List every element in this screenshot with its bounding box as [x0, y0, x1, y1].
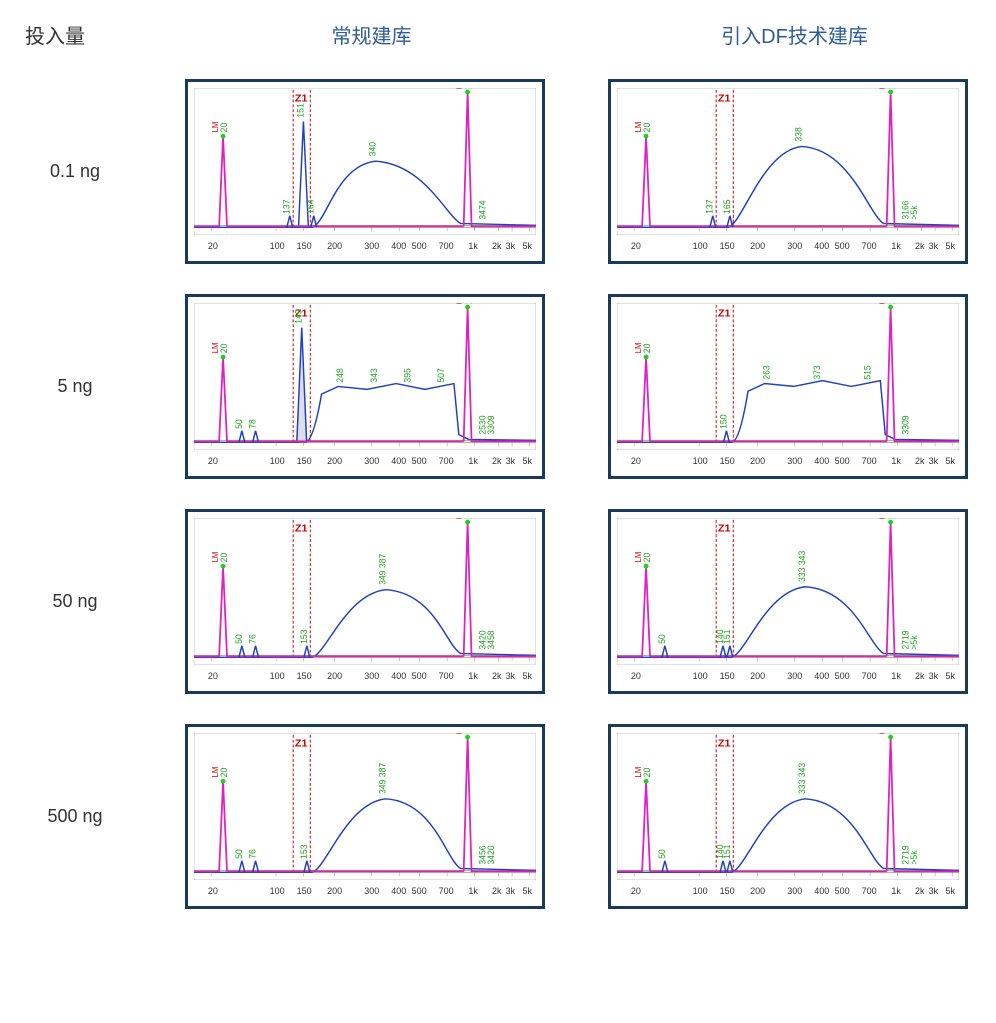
- svg-text:395: 395: [402, 368, 412, 383]
- header-col2: 引入DF技术建库: [608, 20, 981, 49]
- svg-text:137: 137: [282, 199, 292, 214]
- header-col1: 常规建库: [185, 20, 558, 49]
- svg-text:78: 78: [247, 419, 257, 429]
- svg-text:164: 164: [306, 199, 316, 214]
- svg-text:Z1: Z1: [718, 523, 731, 535]
- svg-text:50: 50: [234, 849, 244, 859]
- svg-text:>5k: >5k: [909, 635, 919, 650]
- svg-text:Z1: Z1: [718, 308, 731, 320]
- svg-text:Z1: Z1: [718, 93, 731, 105]
- x-axis-labels: 201001502003004005007001k2k3k5k: [619, 886, 957, 900]
- electropherogram-chart: Z1349 387LM20UM1000507615334563420201001…: [185, 724, 545, 909]
- svg-text:3420: 3420: [486, 845, 496, 864]
- svg-text:Z1: Z1: [295, 738, 308, 750]
- svg-text:1000: 1000: [886, 733, 896, 734]
- x-axis-labels: 201001502003004005007001k2k3k5k: [619, 241, 957, 255]
- svg-text:151: 151: [722, 844, 732, 859]
- svg-text:20: 20: [219, 343, 229, 353]
- svg-text:Z1: Z1: [718, 738, 731, 750]
- svg-text:Z1: Z1: [295, 93, 308, 105]
- svg-text:20: 20: [642, 123, 652, 133]
- svg-text:343: 343: [369, 368, 379, 383]
- svg-text:20: 20: [219, 123, 229, 133]
- svg-text:153: 153: [299, 629, 309, 644]
- svg-text:373: 373: [812, 365, 822, 380]
- comparison-grid: 投入量 常规建库 引入DF技术建库 0.1 ngZ1340151LM20UM10…: [15, 20, 981, 909]
- svg-text:165: 165: [722, 199, 732, 214]
- svg-text:1000: 1000: [463, 518, 473, 519]
- electropherogram-chart: Z1333 343LM20UM1000501401512719>5k201001…: [608, 509, 968, 694]
- svg-text:20: 20: [219, 553, 229, 563]
- svg-text:1000: 1000: [463, 733, 473, 734]
- row-label: 50 ng: [15, 591, 135, 612]
- svg-text:149: 149: [294, 309, 304, 324]
- x-axis-labels: 201001502003004005007001k2k3k5k: [619, 671, 957, 685]
- svg-text:333 343: 333 343: [797, 763, 807, 794]
- svg-text:20: 20: [642, 768, 652, 778]
- svg-text:507: 507: [436, 368, 446, 383]
- svg-text:20: 20: [642, 553, 652, 563]
- svg-text:1000: 1000: [463, 88, 473, 89]
- svg-text:50: 50: [234, 419, 244, 429]
- x-axis-labels: 201001502003004005007001k2k3k5k: [196, 671, 534, 685]
- svg-text:50: 50: [234, 634, 244, 644]
- svg-text:150: 150: [718, 414, 728, 429]
- svg-text:151: 151: [722, 629, 732, 644]
- svg-text:3474: 3474: [477, 200, 487, 219]
- svg-text:50: 50: [657, 634, 667, 644]
- header-input-amount: 投入量: [15, 20, 135, 49]
- electropherogram-chart: Z1333 343LM20UM1000501401512719>5k201001…: [608, 724, 968, 909]
- svg-text:20: 20: [642, 343, 652, 353]
- x-axis-labels: 201001502003004005007001k2k3k5k: [196, 886, 534, 900]
- svg-text:1000: 1000: [886, 518, 896, 519]
- svg-text:515: 515: [862, 365, 872, 380]
- x-axis-labels: 201001502003004005007001k2k3k5k: [196, 456, 534, 470]
- svg-text:>5k: >5k: [909, 850, 919, 865]
- electropherogram-chart: Z1340151LM20UM10001371643474201001502003…: [185, 79, 545, 264]
- svg-text:1000: 1000: [463, 303, 473, 304]
- row-label: 500 ng: [15, 806, 135, 827]
- electropherogram-chart: Z1263373515LM20UM10001503309201001502003…: [608, 294, 968, 479]
- svg-text:20: 20: [219, 768, 229, 778]
- svg-text:263: 263: [762, 365, 772, 380]
- svg-text:Z1: Z1: [295, 523, 308, 535]
- svg-text:>5k: >5k: [909, 205, 919, 220]
- row-label: 5 ng: [15, 376, 135, 397]
- electropherogram-chart: Z1338LM20UM10001371653166>5k201001502003…: [608, 79, 968, 264]
- svg-text:333 343: 333 343: [797, 551, 807, 582]
- svg-text:151: 151: [295, 103, 305, 118]
- svg-text:50: 50: [657, 849, 667, 859]
- svg-text:349 387: 349 387: [377, 554, 387, 585]
- svg-text:248: 248: [335, 368, 345, 383]
- svg-text:76: 76: [247, 634, 257, 644]
- svg-text:3458: 3458: [486, 630, 496, 649]
- svg-text:153: 153: [299, 844, 309, 859]
- x-axis-labels: 201001502003004005007001k2k3k5k: [196, 241, 534, 255]
- svg-text:76: 76: [247, 849, 257, 859]
- electropherogram-chart: Z1349 387LM20UM1000507615334203458201001…: [185, 509, 545, 694]
- svg-text:1000: 1000: [886, 303, 896, 304]
- svg-text:137: 137: [705, 199, 715, 214]
- row-label: 0.1 ng: [15, 161, 135, 182]
- electropherogram-chart: Z1248343395507149LM20UM10005078253033092…: [185, 294, 545, 479]
- svg-text:3309: 3309: [486, 415, 496, 434]
- svg-text:1000: 1000: [886, 88, 896, 89]
- x-axis-labels: 201001502003004005007001k2k3k5k: [619, 456, 957, 470]
- svg-text:3309: 3309: [900, 415, 910, 434]
- svg-text:340: 340: [367, 142, 377, 157]
- svg-text:338: 338: [794, 127, 804, 142]
- svg-text:349 387: 349 387: [377, 763, 387, 794]
